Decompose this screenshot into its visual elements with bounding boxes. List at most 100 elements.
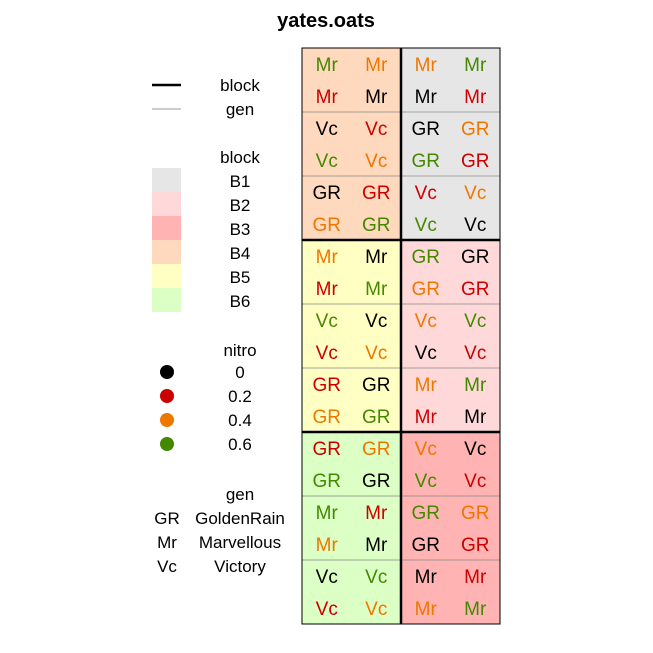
- plot-label-r17-c3: Mr: [464, 599, 487, 620]
- plot-label-r11-c1: GR: [362, 407, 391, 428]
- plot-label-r6-c0: Mr: [316, 247, 339, 268]
- block-swatch-b2: [152, 192, 181, 216]
- plot-label-r12-c2: Vc: [415, 439, 437, 460]
- nitro-dot-0: [160, 365, 174, 379]
- plot-label-r12-c0: GR: [313, 439, 342, 460]
- plot-label-r10-c2: Mr: [415, 375, 438, 396]
- line-legend-block-label: block: [220, 76, 260, 95]
- plot-label-r8-c3: Vc: [464, 311, 486, 332]
- gen-legend-name-vc: Victory: [214, 557, 266, 576]
- block-region-b1: [401, 48, 500, 240]
- block-region-b2: [401, 240, 500, 432]
- line-legend-gen-label: gen: [226, 100, 254, 119]
- plot-label-r4-c0: GR: [313, 183, 342, 204]
- nitro-dot-0-4: [160, 413, 174, 427]
- plot-label-r5-c2: Vc: [415, 215, 437, 236]
- plot-label-r2-c0: Vc: [316, 119, 338, 140]
- plot-label-r3-c3: GR: [461, 151, 490, 172]
- plot-label-r6-c1: Mr: [365, 247, 388, 268]
- plot-label-r13-c3: Vc: [464, 471, 486, 492]
- plot-label-r13-c0: GR: [313, 471, 342, 492]
- plot-label-r14-c0: Mr: [316, 503, 339, 524]
- plot-label-r15-c0: Mr: [316, 535, 339, 556]
- block-swatch-b6: [152, 288, 181, 312]
- block-swatch-b5: [152, 264, 181, 288]
- block-legend-label-b2: B2: [230, 196, 251, 215]
- plot-label-r15-c3: GR: [461, 535, 490, 556]
- nitro-legend: nitro 0 0.2 0.4 0.6: [160, 341, 257, 454]
- nitro-legend-title: nitro: [223, 341, 256, 360]
- plot-label-r9-c3: Vc: [464, 343, 486, 364]
- plot-label-r0-c3: Mr: [464, 55, 487, 76]
- block-legend: block B1 B2 B3 B4 B5 B6: [152, 148, 260, 312]
- plot-label-r5-c0: GR: [313, 215, 342, 236]
- nitro-legend-label-0-6: 0.6: [228, 435, 252, 454]
- plot-label-r3-c2: GR: [412, 151, 441, 172]
- plot-label-r12-c1: GR: [362, 439, 391, 460]
- plot-label-r17-c2: Mr: [415, 599, 438, 620]
- plot-label-r14-c1: Mr: [365, 503, 388, 524]
- plot-label-r14-c3: GR: [461, 503, 490, 524]
- plot-label-r13-c2: Vc: [415, 471, 437, 492]
- nitro-legend-label-0-4: 0.4: [228, 411, 252, 430]
- plot-label-r3-c1: Vc: [365, 151, 387, 172]
- plot-label-r15-c1: Mr: [365, 535, 388, 556]
- plot-label-r14-c2: GR: [412, 503, 441, 524]
- plot-label-r8-c1: Vc: [365, 311, 387, 332]
- chart-title: yates.oats: [277, 10, 375, 32]
- plot-label-r10-c0: GR: [313, 375, 342, 396]
- plot-label-r3-c0: Vc: [316, 151, 338, 172]
- plot-label-r11-c3: Mr: [464, 407, 487, 428]
- plot-label-r9-c1: Vc: [365, 343, 387, 364]
- plot-label-r17-c0: Vc: [316, 599, 338, 620]
- block-swatch-b4: [152, 240, 181, 264]
- block-legend-label-b4: B4: [230, 244, 251, 263]
- plot-label-r10-c1: GR: [362, 375, 391, 396]
- nitro-legend-label-0-2: 0.2: [228, 387, 252, 406]
- plot-label-r1-c2: Mr: [415, 87, 438, 108]
- plot-label-r12-c3: Vc: [464, 439, 486, 460]
- plot-label-r15-c2: GR: [412, 535, 441, 556]
- plot-label-r2-c1: Vc: [365, 119, 387, 140]
- field-border: [301, 47, 501, 625]
- plot-label-r0-c0: Mr: [316, 55, 339, 76]
- block-region-b5: [302, 240, 401, 432]
- block-region-b3: [401, 432, 500, 624]
- plot-label-r7-c2: GR: [412, 279, 441, 300]
- block-swatch-b1: [152, 168, 181, 192]
- plot-label-r16-c3: Mr: [464, 567, 487, 588]
- plot-label-r4-c3: Vc: [464, 183, 486, 204]
- plot-label-r5-c1: GR: [362, 215, 391, 236]
- plot-label-r1-c3: Mr: [464, 87, 487, 108]
- field-grid: Mr Mr Mr Mr Mr Mr Mr Mr Vc Vc GR GR Vc Vc GR GR GR GR Vc Vc…: [301, 47, 501, 625]
- plot-label-r7-c1: Mr: [365, 279, 388, 300]
- block-region-b4: [302, 48, 401, 240]
- gen-legend-name-mr: Marvellous: [199, 533, 281, 552]
- plot-label-r11-c0: GR: [313, 407, 342, 428]
- gen-legend-code-mr: Mr: [157, 533, 177, 552]
- plot-label-r11-c2: Mr: [415, 407, 438, 428]
- gen-legend-name-gr: GoldenRain: [195, 509, 285, 528]
- nitro-dot-0-2: [160, 389, 174, 403]
- plot-label-r0-c1: Mr: [365, 55, 388, 76]
- block-swatch-b3: [152, 216, 181, 240]
- nitro-dot-0-6: [160, 437, 174, 451]
- plot-label-r7-c0: Mr: [316, 279, 339, 300]
- plot-label-r2-c2: GR: [412, 119, 441, 140]
- plot-label-r10-c3: Mr: [464, 375, 487, 396]
- block-legend-title: block: [220, 148, 260, 167]
- plot-label-r9-c2: Vc: [415, 343, 437, 364]
- block-legend-label-b1: B1: [230, 172, 251, 191]
- plot-label-r7-c3: GR: [461, 279, 490, 300]
- block-legend-label-b5: B5: [230, 268, 251, 287]
- gen-legend-title: gen: [226, 485, 254, 504]
- gen-legend: gen GR GoldenRain Mr Marvellous Vc Victory: [154, 485, 285, 576]
- block-region-b6: [302, 432, 401, 624]
- plot-label-r6-c3: GR: [461, 247, 490, 268]
- plot-label-r1-c1: Mr: [365, 87, 388, 108]
- plot-label-r1-c0: Mr: [316, 87, 339, 108]
- plot-label-r4-c2: Vc: [415, 183, 437, 204]
- plot-label-r9-c0: Vc: [316, 343, 338, 364]
- gen-legend-code-vc: Vc: [157, 557, 177, 576]
